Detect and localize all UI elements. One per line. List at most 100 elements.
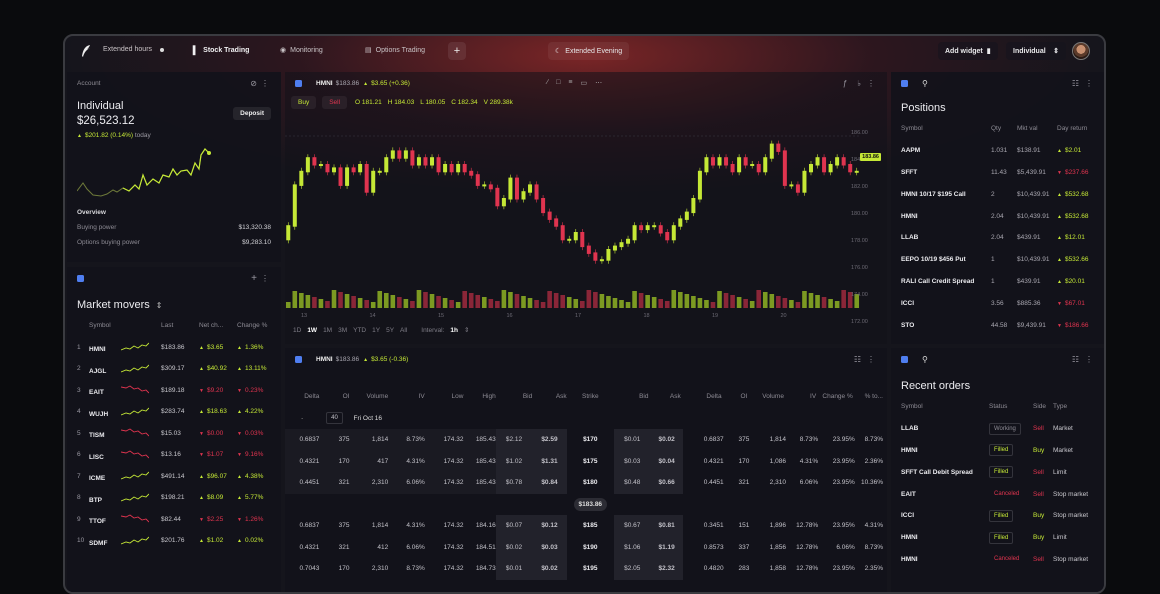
more-vertical-icon[interactable]: ⋮ — [867, 78, 875, 88]
column-header[interactable]: Symbol — [901, 403, 923, 411]
column-header[interactable]: Change % — [822, 393, 853, 401]
column-header[interactable]: Delta — [304, 393, 320, 401]
more-vertical-icon[interactable]: ⋮ — [1085, 354, 1093, 364]
range-1m[interactable]: 1M — [323, 326, 333, 334]
put-bid[interactable]: $0.48 — [613, 472, 651, 494]
link-color-icon[interactable] — [901, 355, 908, 363]
link-color-icon[interactable] — [77, 274, 84, 282]
range-5y[interactable]: 5Y — [386, 326, 395, 334]
updown-chevron-icon[interactable]: ⇕ — [463, 327, 470, 334]
column-header[interactable]: Qty — [991, 125, 1002, 133]
account-selector[interactable]: Individual ⇕ — [1006, 42, 1066, 60]
deposit-button[interactable]: Deposit — [233, 107, 271, 120]
put-ask[interactable]: $0.04 — [650, 450, 683, 472]
hide-icon[interactable]: ⊘ — [250, 78, 257, 88]
buy-button[interactable]: Buy — [291, 96, 317, 109]
table-row[interactable]: HMNI Filled Buy Market — [901, 440, 1097, 462]
call-bid[interactable]: $0.78 — [495, 472, 533, 494]
column-header[interactable]: IV — [418, 393, 425, 401]
call-ask[interactable]: $1.31 — [532, 450, 567, 472]
more-vertical-icon[interactable]: ⋮ — [1085, 78, 1093, 88]
link-color-icon[interactable] — [295, 355, 302, 363]
column-header[interactable]: OI — [740, 393, 748, 401]
table-row[interactable]: SFFT Call Debit Spread Filled Sell Limit — [901, 461, 1097, 483]
avatar[interactable] — [1072, 42, 1090, 60]
search-icon[interactable]: ⚲ — [922, 78, 928, 88]
call-bid[interactable]: $1.02 — [495, 450, 533, 472]
table-row[interactable]: 4 WUJH $283.74 $18.63 4.22% — [77, 401, 273, 423]
column-header[interactable]: Bid — [639, 393, 649, 401]
call-bid[interactable]: $2.12 — [495, 429, 533, 451]
column-header[interactable]: Symbol — [89, 322, 111, 330]
column-header[interactable]: IV — [810, 393, 817, 401]
column-header[interactable]: Status — [989, 403, 1008, 411]
link-color-icon[interactable] — [901, 79, 908, 87]
table-row[interactable]: EEPO 10/19 $456 Put 1 $10,439.91 $532.66 — [901, 249, 1097, 271]
table-row[interactable]: SFFT 11.43 $5,439.91 $237.66 — [901, 162, 1097, 184]
option-row[interactable]: 0.4451 321 2,310 6.06% 174.32 185.43 $0.… — [285, 472, 885, 494]
put-ask[interactable]: $0.81 — [650, 515, 683, 537]
table-row[interactable]: STO 44.58 $9,439.91 $186.66 — [901, 314, 1097, 336]
settings-sliders-icon[interactable]: ☷ — [1071, 78, 1079, 88]
table-row[interactable]: LLAB 2.04 $439.91 $12.01 — [901, 227, 1097, 249]
table-row[interactable]: 1 HMNI $183.86 $3.65 1.36% — [77, 337, 273, 359]
put-ask[interactable]: $0.66 — [650, 472, 683, 494]
expiry-row[interactable]: -40 Fri Oct 16 — [285, 408, 885, 430]
comment-tool-icon[interactable]: ▭ — [580, 80, 588, 87]
extended-hours-toggle[interactable]: Extended hours — [103, 46, 165, 53]
call-ask[interactable]: $0.84 — [532, 472, 567, 494]
indicator-icon[interactable]: ƒ — [842, 78, 847, 88]
expiry-days[interactable]: 40 — [326, 412, 343, 425]
column-header[interactable]: Change % — [237, 322, 268, 330]
settings-sliders-icon[interactable]: ☷ — [1071, 354, 1079, 364]
table-row[interactable]: 6 LISC $13.16 $1.07 9.16% — [77, 444, 273, 466]
option-row[interactable]: 0.4321 321 412 6.06% 174.32 184.51 $0.02… — [285, 536, 885, 558]
call-ask[interactable]: $0.03 — [532, 536, 567, 558]
table-row[interactable]: 10 SDMF $201.76 $1.02 0.02% — [77, 530, 273, 552]
put-ask[interactable]: $1.19 — [650, 536, 683, 558]
column-header[interactable]: Mkt val — [1017, 125, 1038, 133]
table-row[interactable]: 5 TISM $15.03 $0.00 0.03% — [77, 423, 273, 445]
column-header[interactable]: Volume — [762, 393, 784, 401]
table-row[interactable]: 3 EAIT $189.18 $9.20 0.23% — [77, 380, 273, 402]
option-row[interactable]: 0.6837 375 1,814 4.31% 174.32 184.16 $0.… — [285, 515, 885, 537]
range-ytd[interactable]: YTD — [353, 326, 367, 334]
fib-tool-icon[interactable]: ≡ — [568, 79, 573, 86]
column-header[interactable]: Net ch... — [199, 322, 224, 330]
put-ask[interactable]: $0.02 — [650, 429, 683, 451]
market-movers-title[interactable]: Market movers ⇕ — [67, 289, 281, 315]
session-indicator[interactable]: ☾ Extended Evening — [548, 42, 630, 60]
rectangle-tool-icon[interactable]: □ — [556, 79, 561, 86]
call-ask[interactable]: $2.59 — [532, 429, 567, 451]
column-header[interactable]: Day return — [1057, 125, 1088, 133]
put-bid[interactable]: $1.06 — [613, 536, 651, 558]
column-header[interactable]: Symbol — [901, 125, 923, 133]
search-icon[interactable]: ⚲ — [922, 354, 928, 364]
interval-value[interactable]: 1h — [450, 326, 458, 334]
table-row[interactable]: 2 AJGL $309.17 $40.92 13.11% — [77, 358, 273, 380]
option-row[interactable]: 0.6837 375 1,814 8.73% 174.32 185.43 $2.… — [285, 429, 885, 451]
column-header[interactable]: Bid — [522, 393, 533, 401]
sell-button[interactable]: Sell — [322, 96, 348, 109]
tab-options-trading[interactable]: ▤ Options Trading — [365, 46, 425, 55]
tab-stock-trading[interactable]: ▍ Stock Trading — [193, 46, 249, 55]
table-row[interactable]: EAIT Canceled Sell Stop market — [901, 483, 1097, 505]
table-row[interactable]: ICCI 3.56 $885.36 $67.01 — [901, 292, 1097, 314]
put-bid[interactable]: $0.01 — [613, 429, 651, 451]
column-header[interactable]: OI — [342, 393, 350, 401]
table-row[interactable]: AAPM 1.031 $138.91 $2.01 — [901, 140, 1097, 162]
column-header[interactable]: Strike — [581, 393, 599, 401]
feather-logo-icon[interactable] — [79, 44, 93, 58]
column-header[interactable]: Ask — [669, 393, 681, 401]
table-row[interactable]: LLAB Working Sell Market — [901, 418, 1097, 440]
range-3m[interactable]: 3M — [338, 326, 348, 334]
column-header[interactable]: Last — [161, 322, 174, 330]
column-header[interactable]: % to... — [864, 393, 883, 401]
link-color-icon[interactable] — [295, 79, 302, 87]
table-row[interactable]: RALI Call Credit Spread 1 $439.91 $20.01 — [901, 271, 1097, 293]
more-vertical-icon[interactable]: ⋮ — [261, 78, 269, 88]
table-row[interactable]: ICCI Filled Buy Stop market — [901, 505, 1097, 527]
table-row[interactable]: HMNI Filled Buy Limit — [901, 527, 1097, 549]
table-row[interactable]: HMNI 10/17 $195 Call 2 $10,439.91 $532.6… — [901, 183, 1097, 205]
table-row[interactable]: HMNI 2.04 $10,439.91 $532.68 — [901, 205, 1097, 227]
